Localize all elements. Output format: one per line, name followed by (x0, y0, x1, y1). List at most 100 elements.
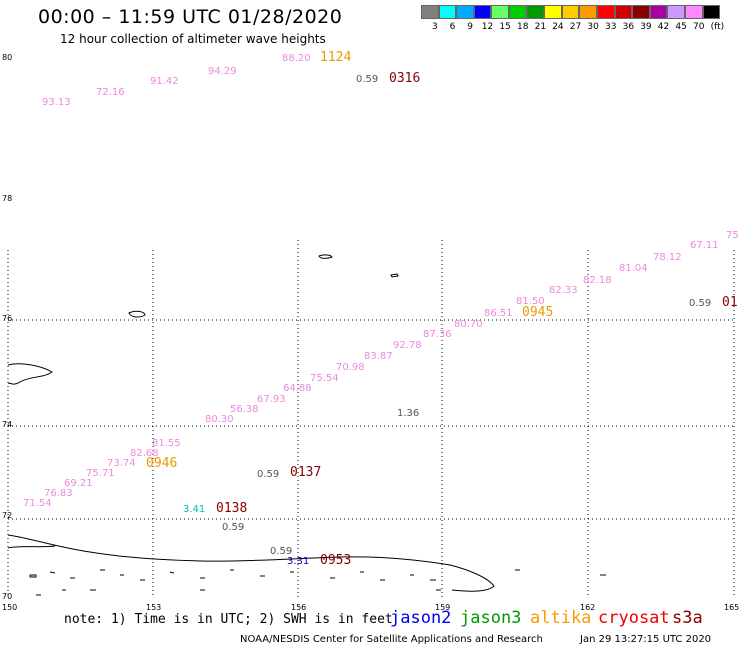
satellite-jason3: jason3 (460, 608, 522, 628)
legend-swatch (508, 5, 527, 19)
credit-text: NOAA/NESDIS Center for Satellite Applica… (240, 634, 543, 645)
pass-time-label: 01 (722, 295, 738, 310)
timestamp-text: Jan 29 13:27:15 UTC 2020 (580, 634, 712, 645)
lon-label: 159 (435, 603, 450, 612)
pass-time-label: 1124 (320, 50, 351, 65)
lon-label: 150 (2, 603, 17, 612)
wave-height-label: 91.42 (150, 76, 179, 87)
wave-height-label: 3.31 (287, 556, 309, 567)
wave-height-label: 87.36 (423, 329, 452, 340)
wave-height-label: 0.59 (222, 522, 244, 533)
pass-time-label: 0138 (216, 501, 247, 516)
legend-label: 70 (693, 22, 705, 32)
legend-swatch (632, 5, 650, 19)
legend-swatch (456, 5, 474, 19)
page-title: 00:00 – 11:59 UTC 01/28/2020 (38, 6, 343, 28)
legend-swatch (596, 5, 615, 19)
wave-height-label: 94.29 (208, 66, 237, 77)
wave-height-label: 0.59 (356, 74, 378, 85)
wave-height-label: 1.36 (397, 408, 419, 419)
wave-height-label: 80.30 (205, 414, 234, 425)
legend-label: 30 (587, 22, 599, 32)
wave-height-label: 82.68 (130, 448, 159, 459)
satellite-cryosat: cryosat (598, 608, 670, 628)
legend-swatch (579, 5, 597, 19)
legend-label: 24 (552, 22, 564, 32)
coastline (7, 254, 606, 596)
wave-height-label: 81.55 (152, 438, 181, 449)
wave-height-label: 93.13 (42, 97, 71, 108)
wave-height-label: 81.04 (619, 263, 648, 274)
legend-label: 45 (675, 22, 687, 32)
legend-label: 33 (605, 22, 617, 32)
wave-height-label: 69.21 (64, 478, 93, 489)
lat-label: 72 (2, 511, 12, 520)
wave-height-label: 82.18 (583, 275, 612, 286)
wave-height-label: 64.88 (283, 383, 312, 394)
wave-height-label: 83.87 (364, 351, 393, 362)
lat-label: 78 (2, 194, 12, 203)
legend-label: 12 (481, 22, 494, 32)
wave-height-label: 76.83 (44, 488, 73, 499)
legend-label: 6 (449, 22, 456, 32)
pass-time-label: 0946 (146, 456, 177, 471)
legend-label: 21 (534, 22, 547, 32)
legend-swatch (438, 5, 457, 19)
legend-swatch (614, 5, 633, 19)
page-subtitle: 12 hour collection of altimeter wave hei… (60, 32, 326, 46)
wave-height-label: 70.98 (336, 362, 365, 373)
legend-label: 36 (622, 22, 635, 32)
wave-height-label: 78.12 (653, 252, 682, 263)
legend-swatch (421, 5, 439, 19)
wave-height-label: 75 (726, 230, 739, 241)
wave-height-label: 75.71 (86, 468, 115, 479)
wave-height-label: 67.11 (690, 240, 719, 251)
wave-height-label: 71.54 (23, 498, 52, 509)
legend-label: (ft) (710, 22, 725, 32)
lat-label: 76 (2, 314, 12, 323)
lon-axis: 150 153 156 159 162 165 (2, 603, 739, 612)
graticule (7, 240, 735, 598)
legend-swatch (667, 5, 685, 19)
color-legend (421, 5, 721, 19)
wave-height-label: 73.74 (107, 458, 136, 469)
legend-label: 18 (517, 22, 529, 32)
pass-time-label: 0953 (320, 553, 351, 568)
wave-height-label: 3.41 (183, 504, 205, 515)
satellite-jason2: jason2 (390, 608, 452, 628)
legend-label: 15 (499, 22, 511, 32)
wave-height-label: 56.38 (230, 404, 259, 415)
wave-height-label: 0.59 (689, 298, 711, 309)
legend-label: 3 (432, 22, 438, 32)
wave-height-label: 67.93 (257, 394, 286, 405)
lat-axis: 80 78 76 74 72 70 (2, 53, 12, 601)
wave-height-label: 86.51 (484, 308, 513, 319)
pass-time-label: 0137 (290, 465, 321, 480)
pass-time-label: 0316 (389, 71, 420, 86)
legend-swatch (684, 5, 703, 19)
wave-height-label: 92.78 (393, 340, 422, 351)
lat-label: 74 (2, 420, 12, 429)
wave-height-label: 72.16 (96, 87, 125, 98)
legend-label: 27 (569, 22, 582, 32)
pass-time-label: 0945 (522, 305, 553, 320)
legend-swatch (473, 5, 492, 19)
wave-height-label: 75.54 (310, 373, 339, 384)
legend-swatch (526, 5, 545, 19)
legend-label: 9 (467, 22, 473, 32)
lat-label: 70 (2, 592, 12, 601)
lat-label: 80 (2, 53, 12, 62)
note-text: note: 1) Time is in UTC; 2) SWH is in fe… (64, 612, 393, 627)
legend-swatch (702, 5, 721, 19)
wave-height-label: 80.70 (454, 319, 483, 330)
wave-height-label: 81.50 (516, 296, 545, 307)
lon-label: 165 (724, 603, 739, 612)
satellite-altika: altika (530, 608, 592, 628)
lon-label: 156 (291, 603, 306, 612)
legend-label: 39 (640, 22, 652, 32)
wave-height-observations: 93.13 72.16 91.42 94.29 88.20 1124 0.59 0316 75 6… (23, 50, 739, 568)
lon-label: 153 (146, 603, 161, 612)
wave-height-label: 82.33 (549, 285, 578, 296)
legend-swatch (649, 5, 668, 19)
